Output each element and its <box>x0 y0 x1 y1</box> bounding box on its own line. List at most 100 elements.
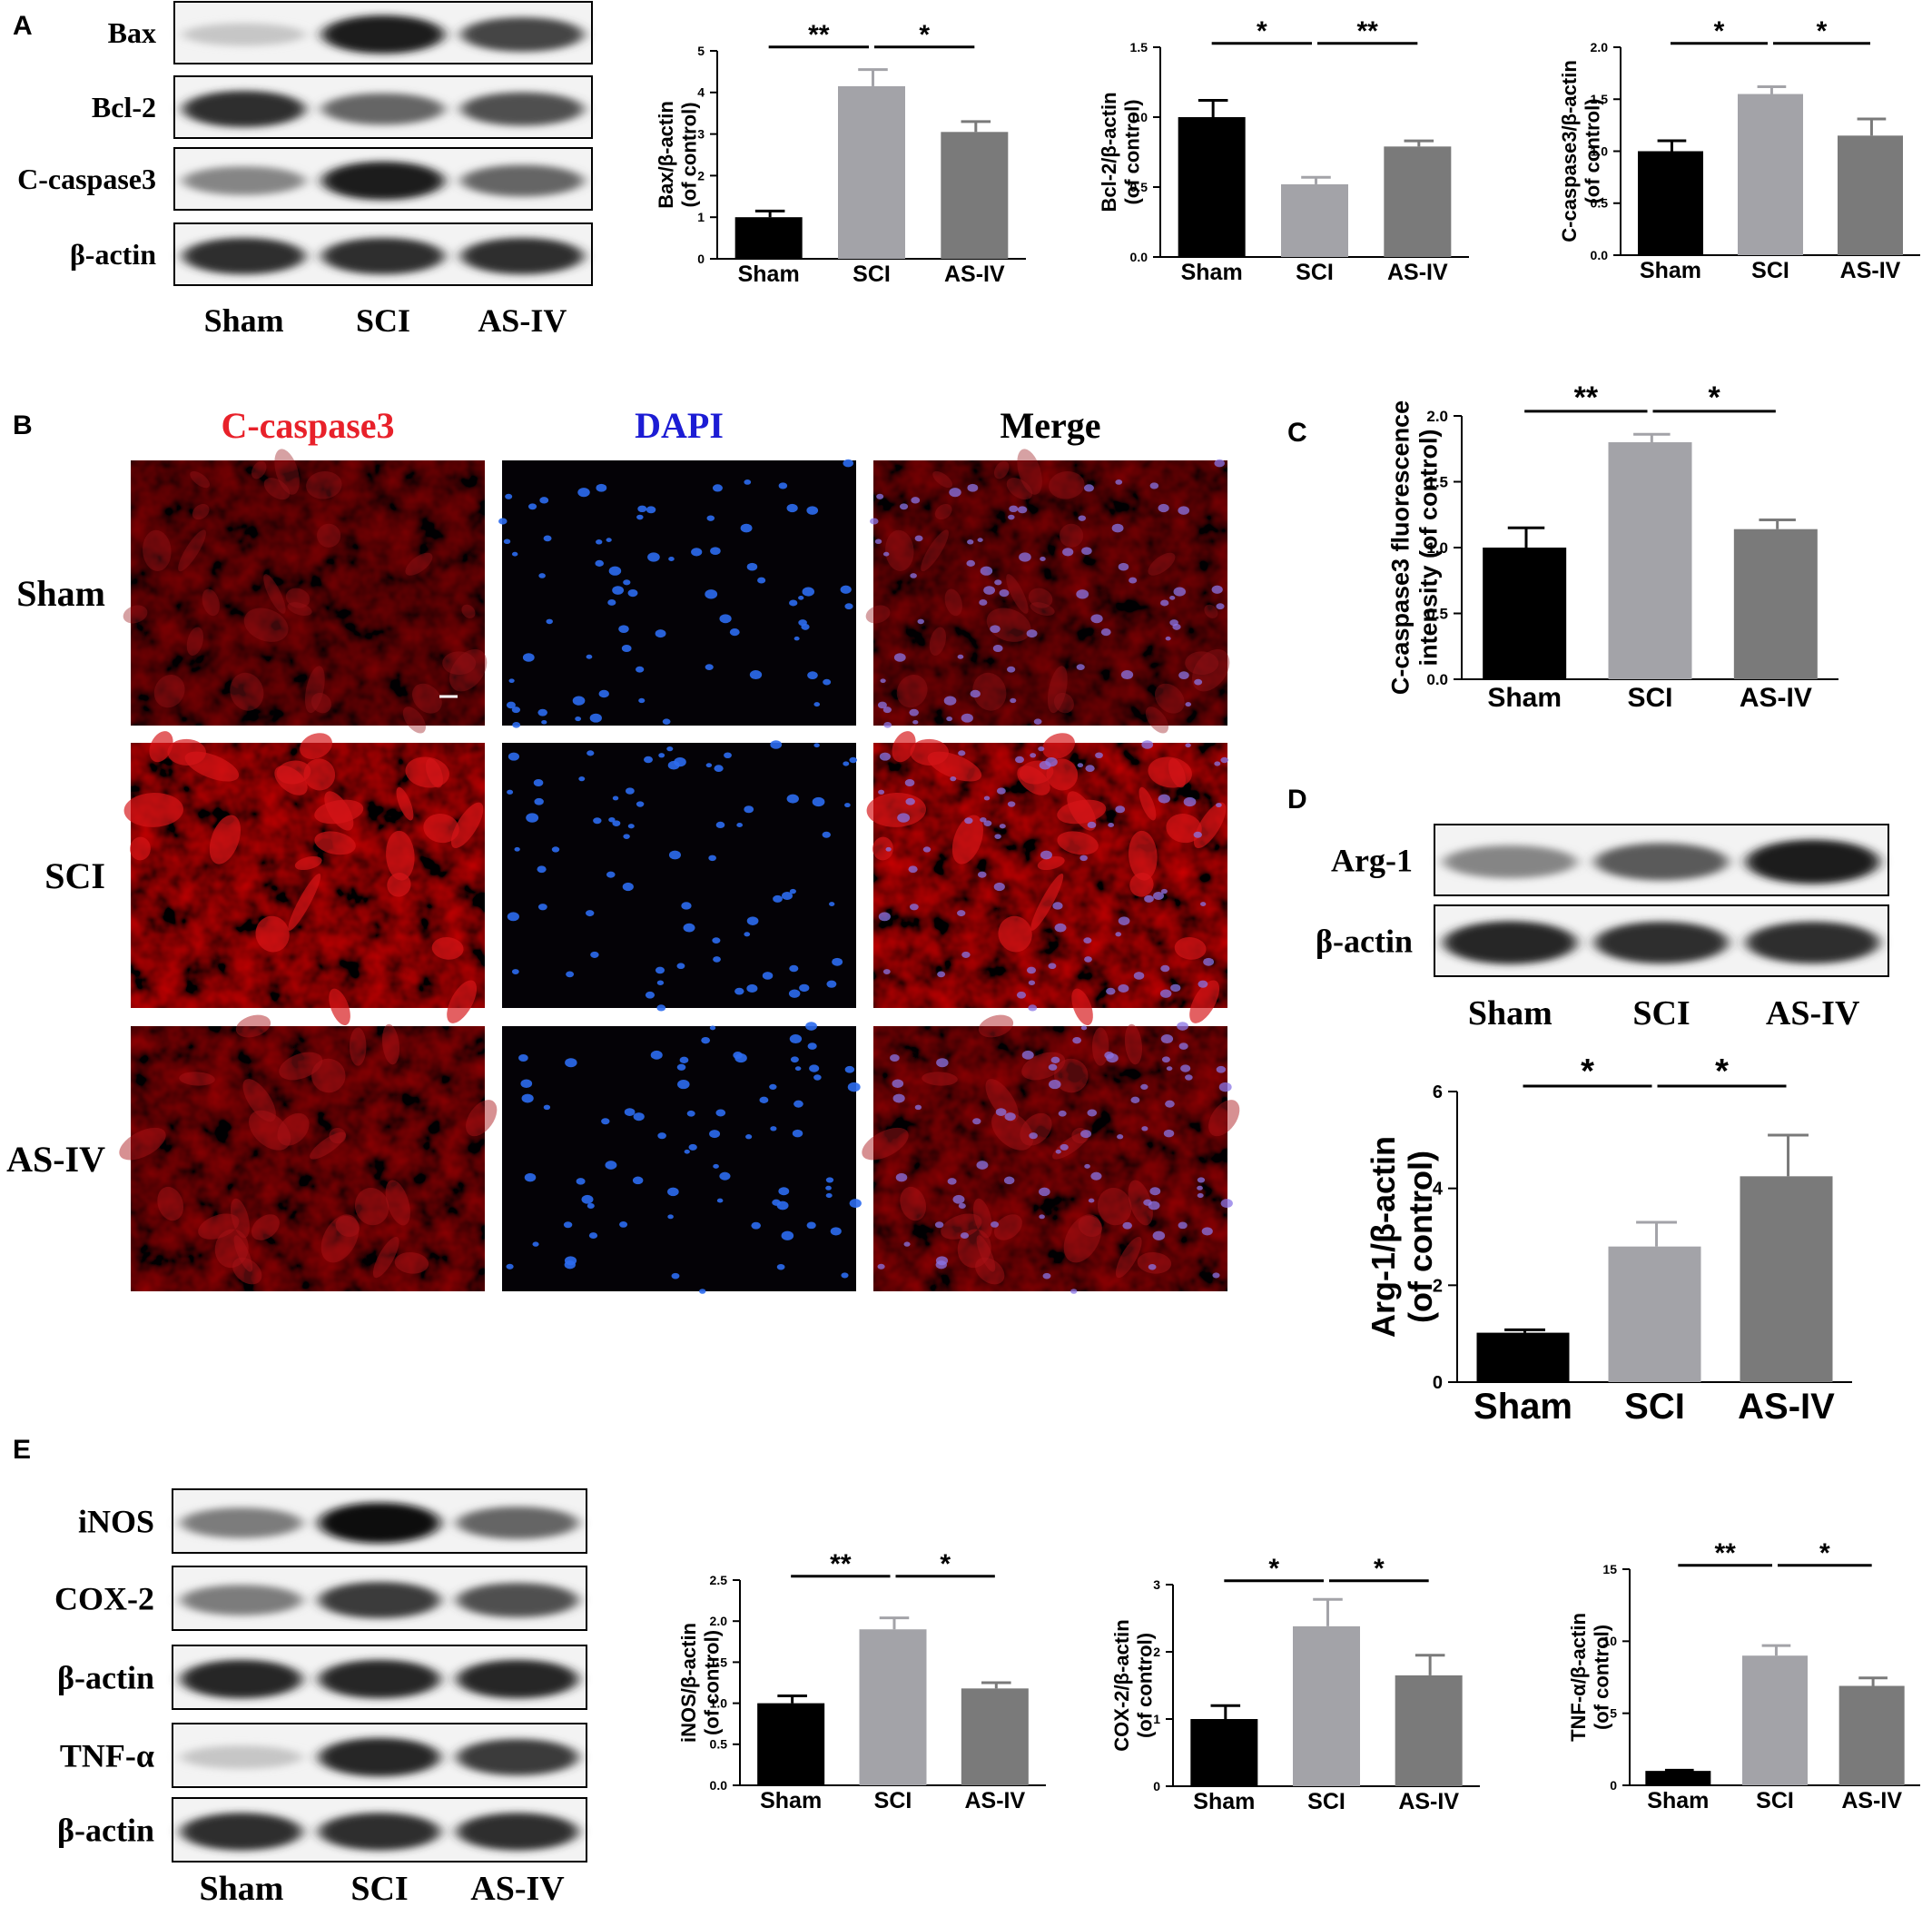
nucleus <box>1218 1082 1232 1092</box>
panel-letter-a: A <box>13 11 33 41</box>
nucleus <box>719 1171 731 1181</box>
nucleus <box>1104 1052 1114 1060</box>
stained-cell <box>1185 651 1219 676</box>
stained-cell <box>929 627 947 657</box>
micrograph-tile <box>502 740 858 1012</box>
blot-row-label: β-actin <box>57 1660 154 1696</box>
nucleus <box>832 957 843 966</box>
nucleus <box>606 871 616 878</box>
nucleus <box>1177 1022 1188 1031</box>
nucleus <box>876 493 884 499</box>
nucleus <box>1216 603 1225 610</box>
nucleus <box>684 1149 690 1154</box>
nucleus <box>572 696 586 706</box>
nucleus <box>1054 923 1067 933</box>
nucleus <box>825 1192 833 1199</box>
micrograph-tile <box>866 731 1229 1026</box>
nucleus <box>1106 987 1116 995</box>
blot-band <box>182 166 306 195</box>
nucleus <box>805 1022 817 1031</box>
nucleus <box>1220 1199 1233 1209</box>
nucleus <box>657 1132 666 1140</box>
nucleus <box>506 1263 514 1270</box>
nucleus <box>1030 753 1037 758</box>
blot-band <box>457 1507 578 1539</box>
nucleus <box>740 523 753 533</box>
nucleus <box>508 678 515 684</box>
nucleus <box>994 579 1002 586</box>
blot-lane-label: SCI <box>350 1870 408 1907</box>
blot-lane-label: AS-IV <box>1766 994 1860 1033</box>
nucleus <box>870 518 879 525</box>
category-label: Sham <box>1474 1387 1572 1427</box>
nucleus <box>943 696 957 706</box>
nucleus <box>1081 547 1092 556</box>
stained-cell <box>1006 574 1029 614</box>
nucleus <box>1028 1004 1038 1012</box>
nucleus <box>612 820 621 826</box>
nucleus <box>1079 855 1088 862</box>
category-label: Sham <box>1647 1788 1709 1813</box>
category-label: Sham <box>1487 683 1562 713</box>
nucleus <box>958 1202 966 1209</box>
nucleus <box>746 562 758 571</box>
nucleus <box>1197 1192 1204 1199</box>
y-axis-label-line1: C-caspase3/β-actin <box>1558 60 1581 242</box>
significance-stars: * <box>940 1549 951 1579</box>
nucleus <box>605 1161 617 1170</box>
y-tick-label: 0.0 <box>1426 671 1448 688</box>
nucleus <box>1169 596 1176 600</box>
micrograph-background <box>502 460 856 726</box>
nucleus <box>1118 916 1130 925</box>
nucleus <box>843 459 853 468</box>
y-tick-label: 2 <box>1153 1645 1160 1659</box>
stained-cell <box>1129 830 1158 881</box>
y-tick-label: 1.5 <box>1591 92 1609 106</box>
nucleus <box>674 756 686 767</box>
nucleus <box>551 846 560 853</box>
stained-cell <box>972 672 1007 711</box>
y-axis-label-line1: Bcl-2/β-actin <box>1098 92 1120 212</box>
nucleus <box>608 816 616 823</box>
nucleus <box>1108 822 1115 828</box>
nucleus <box>801 623 810 630</box>
nucleus <box>581 1194 594 1204</box>
nucleus <box>578 776 586 782</box>
category-label: SCI <box>1624 1387 1685 1427</box>
blot-row-label: iNOS <box>78 1504 154 1540</box>
nucleus <box>577 488 590 498</box>
stained-cell <box>329 1128 347 1144</box>
nucleus <box>826 980 837 988</box>
stained-cell <box>1049 470 1085 499</box>
y-axis-label-line1: iNOS/β-actin <box>677 1623 700 1743</box>
micrograph-tile <box>123 449 488 734</box>
nucleus <box>792 1129 803 1138</box>
stained-cell <box>303 758 336 791</box>
nucleus <box>786 794 799 804</box>
nucleus <box>708 855 716 862</box>
stained-cell <box>892 731 916 763</box>
stained-cell <box>1091 1027 1109 1066</box>
nucleus <box>633 1112 645 1121</box>
nucleus <box>712 484 723 492</box>
stained-cell <box>993 460 1010 479</box>
nucleus <box>744 805 754 814</box>
nucleus <box>1080 1130 1092 1139</box>
nucleus <box>1178 671 1189 679</box>
micrograph-tile <box>502 1022 862 1294</box>
stained-cell <box>1063 1214 1102 1263</box>
micrograph-column-header: Merge <box>1000 405 1100 446</box>
nucleus <box>885 846 892 852</box>
nucleus <box>781 891 793 900</box>
bar <box>1742 1655 1808 1785</box>
nucleus <box>655 966 665 974</box>
nucleus <box>1078 515 1087 521</box>
nucleus <box>749 670 763 680</box>
stained-cell <box>385 1180 410 1226</box>
nucleus <box>1003 1176 1015 1185</box>
bar <box>1733 529 1818 679</box>
nucleus <box>506 701 516 709</box>
nucleus <box>746 916 759 925</box>
panel-letter-c: C <box>1287 418 1307 448</box>
nucleus <box>1087 821 1097 829</box>
